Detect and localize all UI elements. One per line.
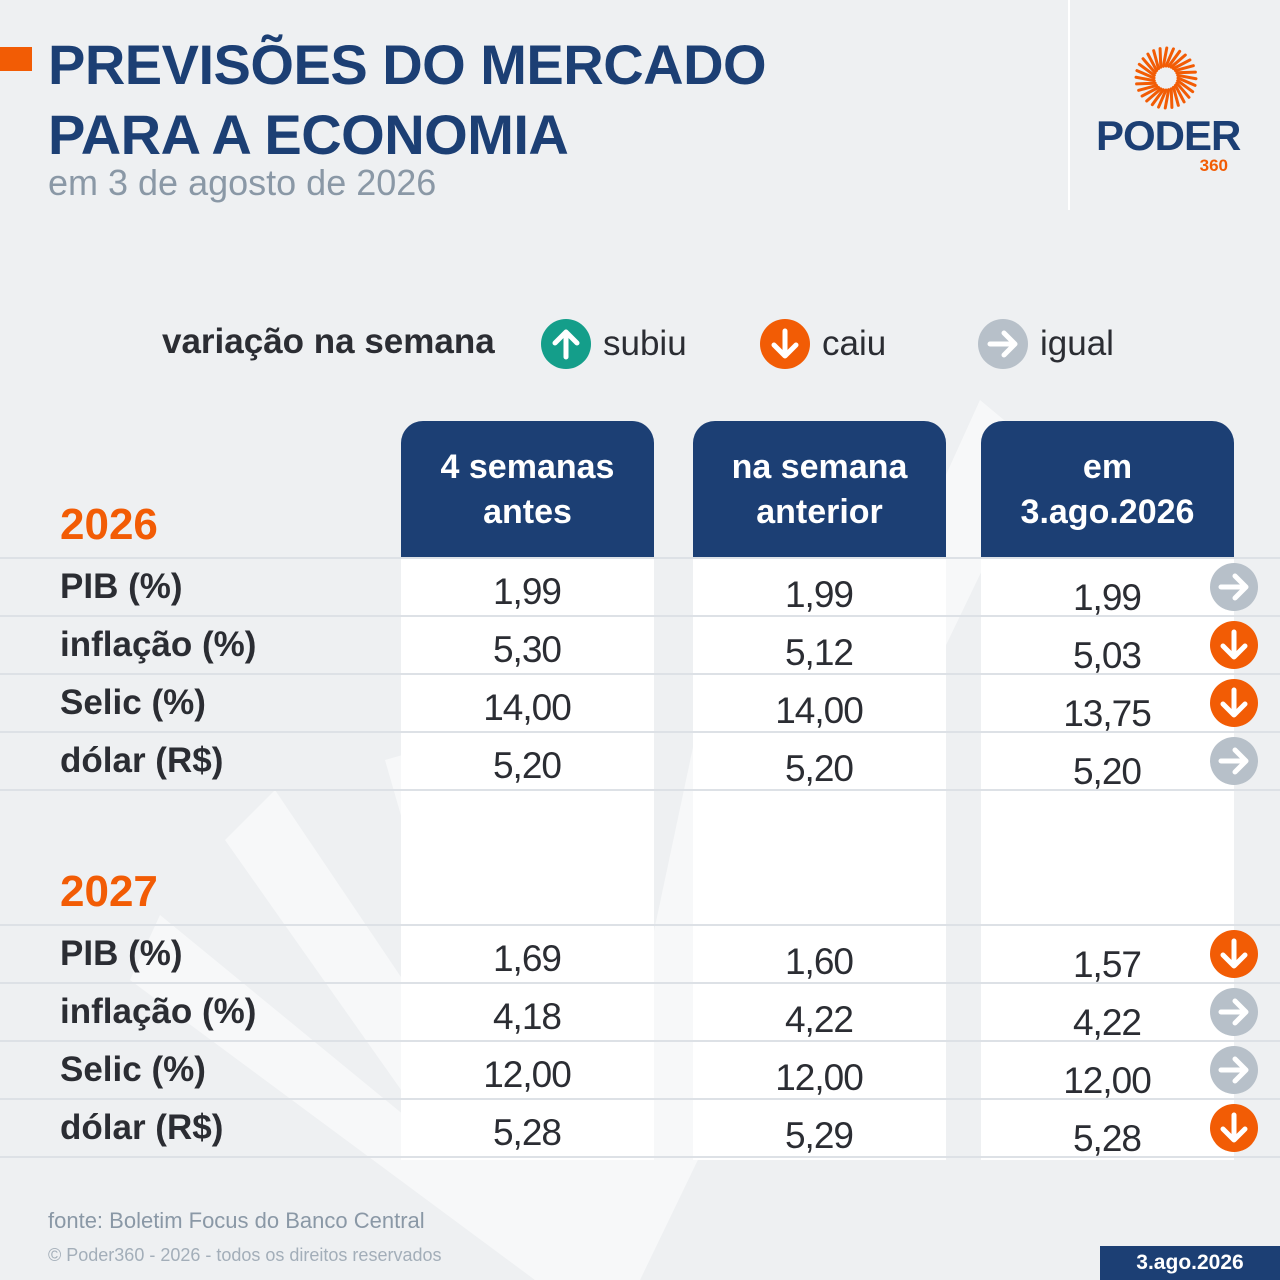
title-line-2: PARA A ECONOMIA: [48, 103, 569, 166]
value-cell: 5,20: [1072, 751, 1142, 792]
row-label: dólar (R$): [60, 1108, 224, 1147]
sun-logo-icon: [1134, 46, 1198, 110]
logo-number: 360: [1199, 156, 1228, 175]
value-cell: 4,18: [492, 996, 562, 1037]
page-subtitle: em 3 de agosto de 2026: [48, 162, 437, 203]
row-divider: [0, 731, 1280, 733]
legend-item-down: caiu: [760, 318, 886, 370]
value-cell: 1,99: [1072, 577, 1142, 618]
page-title: PREVISÕES DO MERCADO PARA A ECONOMIA: [48, 30, 767, 170]
value-cell: 5,30: [492, 629, 562, 670]
row-label: Selic (%): [60, 1050, 206, 1089]
row-divider: [0, 1156, 1280, 1158]
arrow-right-icon: [1210, 1046, 1258, 1094]
column-header-current: em 3.ago.2026: [981, 421, 1234, 558]
column-bg-previous-week: [693, 558, 946, 1160]
column-bg-current: [981, 558, 1234, 1160]
value-cell: 5,28: [492, 1112, 562, 1153]
column-bg-4-weeks: [401, 558, 654, 1160]
row-label: Selic (%): [60, 683, 206, 722]
row-divider: [0, 615, 1280, 617]
value-cell: 1,99: [492, 571, 562, 612]
year-label-2026: 2026: [60, 500, 158, 549]
value-cell: 5,20: [784, 748, 854, 789]
value-cell: 12,00: [1063, 1060, 1152, 1101]
logo-wordmark: PODER: [1096, 112, 1241, 159]
row-divider: [0, 924, 1280, 926]
value-cell: 5,28: [1072, 1118, 1142, 1159]
row-label: dólar (R$): [60, 741, 224, 780]
value-cell: 14,00: [775, 690, 864, 731]
column-header-line1: 4 semanas: [440, 447, 615, 486]
arrow-up-icon: [541, 319, 591, 369]
value-cell: 1,57: [1072, 944, 1142, 985]
arrow-down-icon: [1210, 679, 1258, 727]
arrow-right-icon: [1210, 737, 1258, 785]
legend-title: variação na semana: [162, 322, 495, 361]
value-cell: 5,12: [784, 632, 854, 673]
value-cell: 4,22: [1072, 1002, 1142, 1043]
column-header-line1: na semana: [731, 447, 908, 486]
value-cell: 5,29: [784, 1115, 854, 1156]
value-cell: 1,99: [784, 574, 854, 615]
title-accent-bar: [0, 47, 32, 71]
value-cell: 5,03: [1072, 635, 1142, 676]
legend-label-up: subiu: [603, 324, 687, 363]
value-cell: 1,69: [492, 938, 562, 979]
arrow-down-icon: [1210, 1104, 1258, 1152]
legend-item-up: subiu: [541, 318, 687, 370]
value-cell: 14,00: [483, 687, 572, 728]
arrow-right-icon: [1210, 988, 1258, 1036]
row-divider: [0, 789, 1280, 791]
arrow-down-icon: [760, 319, 810, 369]
value-cell: 12,00: [483, 1054, 572, 1095]
row-divider: [0, 1040, 1280, 1042]
poder360-logo: PODER 360: [1096, 44, 1241, 184]
value-cell: 5,20: [492, 745, 562, 786]
arrow-right-icon: [1210, 563, 1258, 611]
column-header-line2: anterior: [756, 492, 883, 531]
column-header-4-weeks: 4 semanas antes: [401, 421, 654, 558]
source-note: fonte: Boletim Focus do Banco Central: [48, 1208, 425, 1233]
title-line-1: PREVISÕES DO MERCADO: [48, 33, 767, 96]
row-divider: [0, 982, 1280, 984]
arrow-down-icon: [1210, 621, 1258, 669]
date-badge: 3.ago.2026: [1100, 1246, 1280, 1280]
row-divider: [0, 1098, 1280, 1100]
row-divider: [0, 557, 1280, 559]
legend-item-same: igual: [978, 318, 1114, 370]
copyright-note: © Poder360 - 2026 - todos os direitos re…: [48, 1245, 442, 1265]
column-header-line2: antes: [483, 492, 572, 531]
legend-label-same: igual: [1040, 324, 1114, 363]
arrow-right-icon: [978, 319, 1028, 369]
value-cell: 4,22: [784, 999, 854, 1040]
header-divider: [1068, 0, 1070, 210]
column-header-previous-week: na semana anterior: [693, 421, 946, 558]
value-cell: 1,60: [784, 941, 854, 982]
legend-label-down: caiu: [822, 324, 887, 363]
row-label: PIB (%): [60, 567, 183, 606]
column-header-line2: 3.ago.2026: [1020, 492, 1195, 531]
row-label: inflação (%): [60, 992, 257, 1031]
row-label: PIB (%): [60, 934, 183, 973]
row-label: inflação (%): [60, 625, 257, 664]
value-cell: 13,75: [1063, 693, 1152, 734]
row-divider: [0, 673, 1280, 675]
year-label-2027: 2027: [60, 867, 158, 916]
value-cell: 12,00: [775, 1057, 864, 1098]
column-header-line1: em: [1082, 447, 1133, 486]
arrow-down-icon: [1210, 930, 1258, 978]
